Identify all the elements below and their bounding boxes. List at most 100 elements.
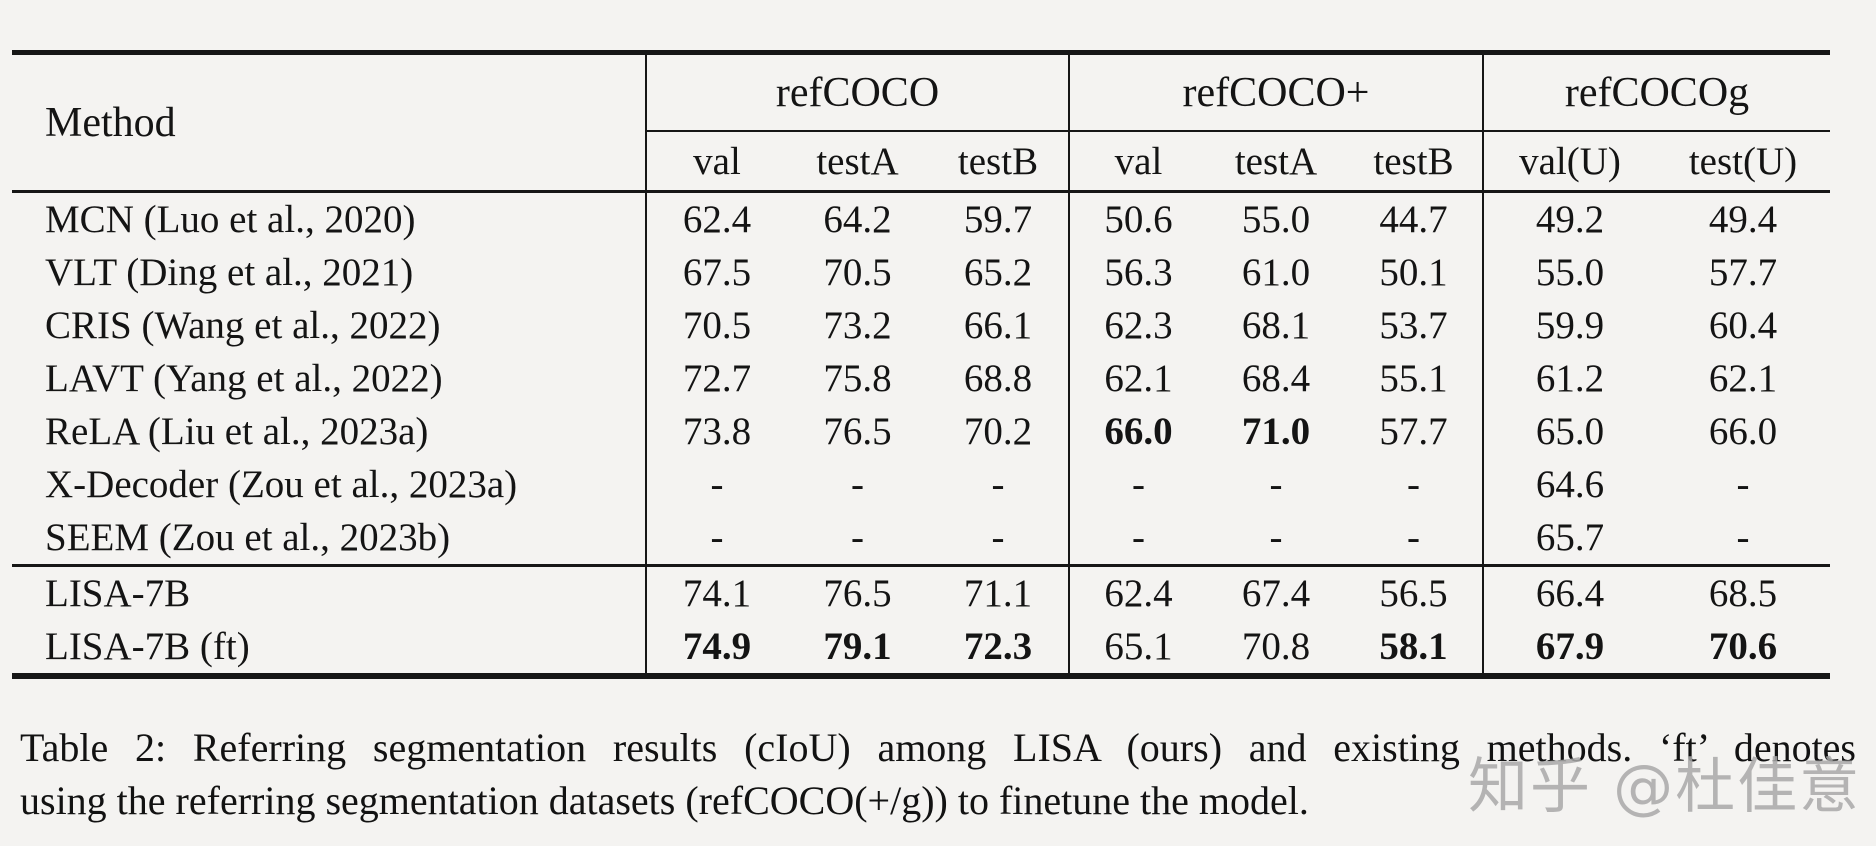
value-cell: 49.4 <box>1708 198 1778 241</box>
table-row: LISA-7B 74.1 76.5 71.1 62.4 67.4 56.5 66.4 68.5 <box>12 564 1830 620</box>
value-cell: 59.9 <box>1535 304 1605 347</box>
table-row: LAVT (Yang et al., 2022) 72.7 75.8 68.8 62.1… <box>12 352 1830 405</box>
value-cell: 75.8 <box>823 357 892 400</box>
value-cell: - <box>1132 516 1145 559</box>
value-cell: 62.1 <box>1708 357 1778 400</box>
value-cell: 70.2 <box>928 405 1070 458</box>
value-cell: 68.1 <box>1241 304 1311 347</box>
value-cell: 67.5 <box>682 251 752 294</box>
group-header-row: Method refCOCO refCOCO+ refCOCOg <box>12 52 1830 193</box>
value-cell: 76.5 <box>787 564 928 620</box>
value-cell: 56.5 <box>1345 564 1484 620</box>
value-cell: 50.1 <box>1345 246 1484 299</box>
value-cell: 62.4 <box>1069 564 1207 620</box>
method-cell: ReLA (Liu et al., 2023a) <box>12 405 647 458</box>
method-cell: LISA-7B <box>12 564 647 620</box>
value-cell: 71.0 <box>1241 410 1311 453</box>
value-cell: 67.9 <box>1535 625 1605 668</box>
value-cell: - <box>851 463 864 506</box>
caption-line-2: using the referring segmentation dataset… <box>20 777 1309 823</box>
value-cell: 70.6 <box>1708 625 1778 668</box>
method-cell: LISA-7B (ft) <box>12 620 647 676</box>
value-cell: 64.2 <box>823 198 892 241</box>
value-cell: 70.5 <box>682 304 752 347</box>
value-cell: 65.1 <box>1104 625 1173 668</box>
value-cell: 55.0 <box>1535 251 1605 294</box>
value-cell: 44.7 <box>1345 191 1484 246</box>
caption-line-1: Table 2: Referring segmentation results … <box>20 725 1856 770</box>
method-column-header: Method <box>12 52 647 193</box>
value-cell: 73.2 <box>823 304 892 347</box>
value-cell: 57.7 <box>1345 405 1484 458</box>
value-cell: 74.9 <box>682 625 752 668</box>
method-cell: VLT (Ding et al., 2021) <box>12 246 647 299</box>
table-row: X-Decoder (Zou et al., 2023a) - - - - - - 64.6 - <box>12 458 1830 511</box>
group-header-refcocog: refCOCOg <box>1483 52 1830 132</box>
value-cell: - <box>1269 516 1283 559</box>
value-cell: 55.1 <box>1345 352 1484 405</box>
col-header-refcoco-testb: testB <box>928 131 1070 193</box>
value-cell: 56.3 <box>1104 251 1173 294</box>
existing-methods-section: MCN (Luo et al., 2020) 62.4 64.2 59.7 50.6 55… <box>12 191 1830 566</box>
sub-header-row: val testA testB val testA testB val(U) t… <box>12 131 1830 193</box>
value-cell: 71.1 <box>928 564 1070 620</box>
value-cell: - <box>928 458 1070 511</box>
value-cell: 61.0 <box>1241 251 1311 294</box>
value-cell: 74.1 <box>646 564 787 620</box>
value-cell: 50.6 <box>1104 198 1173 241</box>
table-row: ReLA (Liu et al., 2023a) 73.8 76.5 70.2 66.0… <box>12 405 1830 458</box>
method-cell: CRIS (Wang et al., 2022) <box>12 299 647 352</box>
lisa-section: LISA-7B 74.1 76.5 71.1 62.4 67.4 56.5 66.4 68.5 L… <box>12 564 1830 676</box>
value-cell: 62.4 <box>682 198 752 241</box>
method-cell: LAVT (Yang et al., 2022) <box>12 352 647 405</box>
group-header-refcoco-plus: refCOCO+ <box>1069 52 1484 132</box>
value-cell: 58.1 <box>1345 620 1484 676</box>
value-cell: - <box>1132 463 1145 506</box>
value-cell: 72.3 <box>928 620 1070 676</box>
value-cell: - <box>1345 458 1484 511</box>
value-cell: 73.8 <box>682 410 752 453</box>
value-cell: 57.7 <box>1708 251 1778 294</box>
value-cell: - <box>1736 516 1750 559</box>
col-header-refcocog-testu: test(U) <box>1656 131 1830 193</box>
value-cell: 66.4 <box>1483 564 1656 620</box>
col-header-refcoco-val: val <box>646 131 787 193</box>
value-cell: 65.0 <box>1535 410 1605 453</box>
value-cell: 68.8 <box>928 352 1070 405</box>
value-cell: 72.7 <box>682 357 752 400</box>
value-cell: 68.5 <box>1656 564 1830 620</box>
col-header-refcoco-plus-val: val <box>1069 131 1207 193</box>
results-table: Method refCOCO refCOCO+ refCOCOg val tes… <box>12 50 1830 679</box>
value-cell: - <box>1736 463 1750 506</box>
value-cell: 60.4 <box>1708 304 1778 347</box>
table-caption: Table 2: Referring segmentation results … <box>20 722 1856 828</box>
value-cell: 70.5 <box>823 251 892 294</box>
value-cell: 65.2 <box>928 246 1070 299</box>
value-cell: - <box>710 463 724 506</box>
method-cell: SEEM (Zou et al., 2023b) <box>12 511 647 566</box>
value-cell: 76.5 <box>823 410 892 453</box>
group-header-refcoco: refCOCO <box>646 52 1070 132</box>
value-cell: 62.1 <box>1104 357 1173 400</box>
col-header-refcocog-valu: val(U) <box>1483 131 1656 193</box>
value-cell: 59.7 <box>928 191 1070 246</box>
value-cell: 66.0 <box>1708 410 1778 453</box>
table-row: CRIS (Wang et al., 2022) 70.5 73.2 66.1 62.3… <box>12 299 1830 352</box>
value-cell: 70.8 <box>1241 625 1311 668</box>
value-cell: 64.6 <box>1535 463 1605 506</box>
value-cell: - <box>710 516 724 559</box>
value-cell: - <box>1269 463 1283 506</box>
col-header-refcoco-plus-testb: testB <box>1345 131 1484 193</box>
method-cell: MCN (Luo et al., 2020) <box>12 191 647 246</box>
value-cell: 62.3 <box>1104 304 1173 347</box>
col-header-refcoco-testa: testA <box>787 131 928 193</box>
value-cell: 65.7 <box>1535 516 1605 559</box>
value-cell: 53.7 <box>1345 299 1484 352</box>
table-header: Method refCOCO refCOCO+ refCOCOg val tes… <box>12 52 1830 193</box>
value-cell: 67.4 <box>1207 564 1345 620</box>
value-cell: 66.0 <box>1104 410 1173 453</box>
table-row: SEEM (Zou et al., 2023b) - - - - - - 65.7 - <box>12 511 1830 566</box>
value-cell: - <box>851 516 864 559</box>
value-cell: 55.0 <box>1241 198 1311 241</box>
